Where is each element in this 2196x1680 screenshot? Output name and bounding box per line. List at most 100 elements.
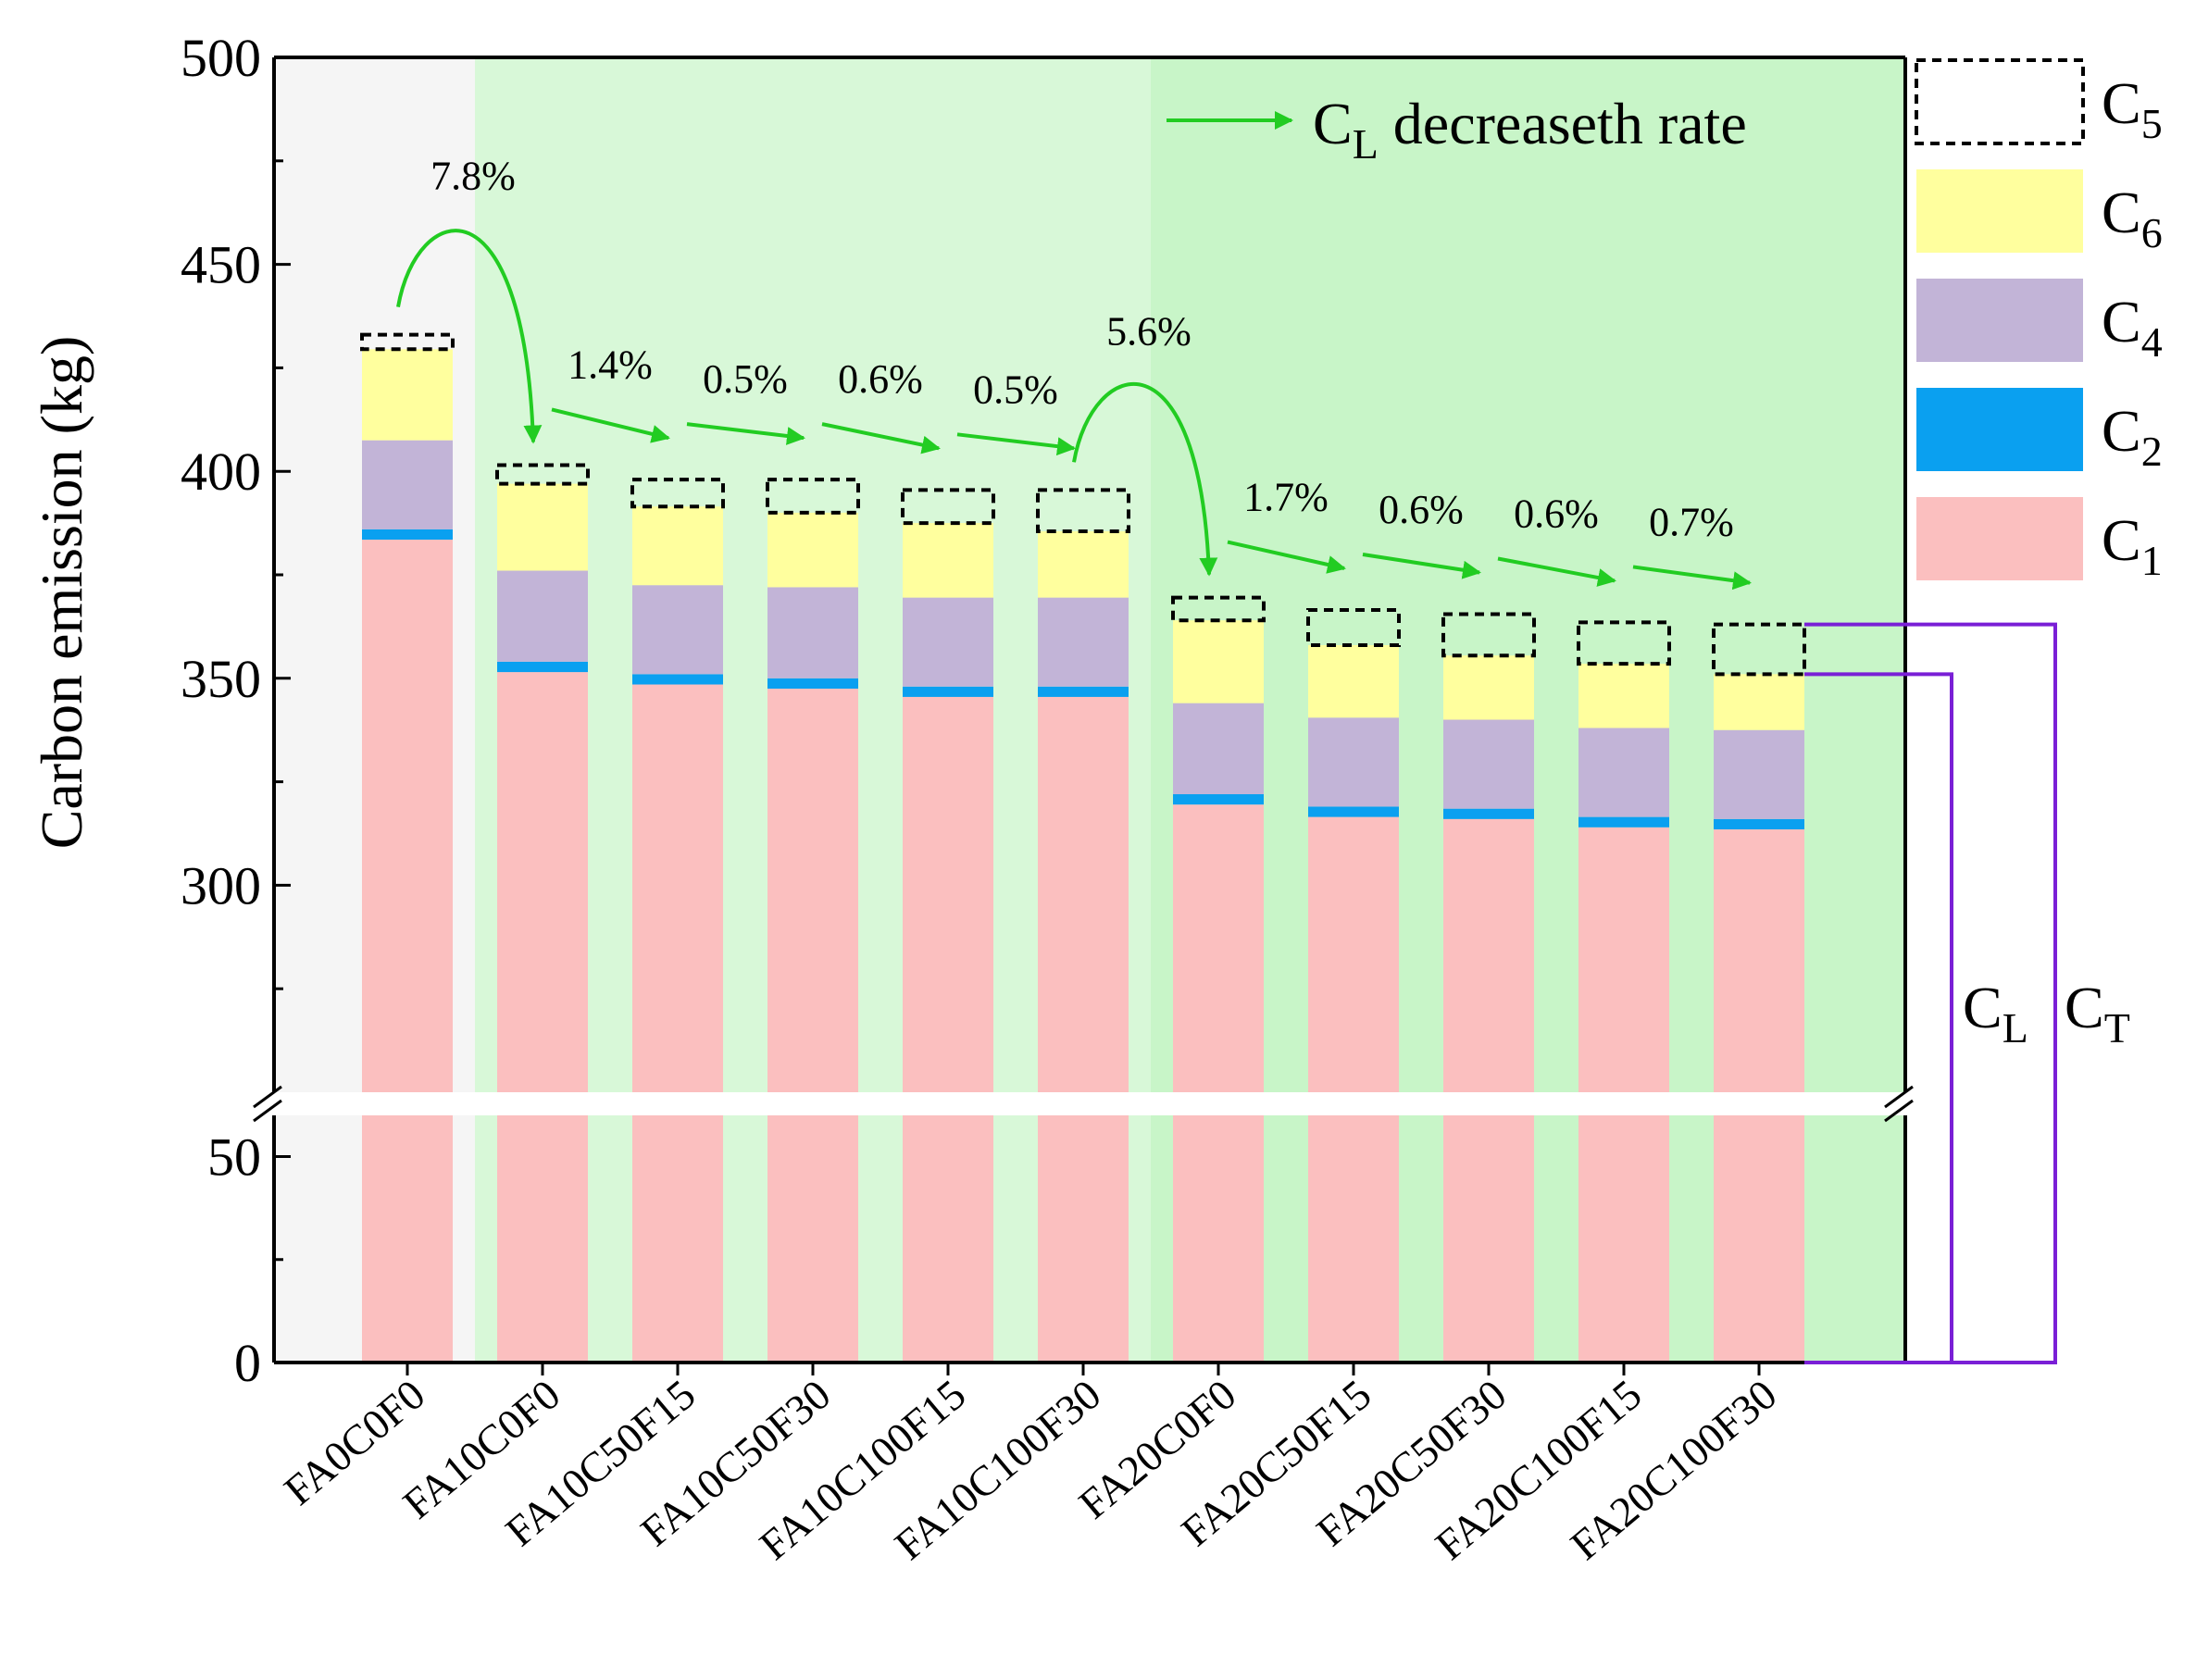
decrease-arrow-8 bbox=[1362, 553, 1481, 579]
decrease-rate-label-4: 0.6% bbox=[838, 356, 923, 402]
bar-C2-FA0C0F0 bbox=[362, 529, 453, 540]
bar-C2-FA20C50F15 bbox=[1308, 806, 1399, 817]
y-tick-label: 350 bbox=[181, 649, 261, 709]
legend-label-C6: C6 bbox=[2102, 180, 2163, 256]
bar-C6-FA20C100F30 bbox=[1714, 674, 1804, 730]
decrease-arrow-1 bbox=[396, 229, 543, 444]
bar-C2-FA20C100F30 bbox=[1714, 818, 1804, 830]
decrease-arrow-6 bbox=[1072, 381, 1218, 577]
bars bbox=[360, 332, 1806, 1363]
decrease-rate-label-5: 0.5% bbox=[973, 367, 1058, 412]
decrease-rate-label-3: 0.5% bbox=[703, 356, 788, 402]
bar-C4-FA10C50F30 bbox=[767, 587, 858, 678]
bar-C1-FA10C100F15 bbox=[903, 696, 993, 1363]
bar-C5-FA10C100F30 bbox=[1036, 488, 1130, 534]
decrease-rate-label-2: 1.4% bbox=[568, 342, 653, 387]
y-tick-label: 450 bbox=[181, 235, 261, 295]
legend-swatch-C4 bbox=[1916, 279, 2083, 362]
bar-C1-FA10C100F30 bbox=[1038, 696, 1129, 1363]
bar-C4-FA20C50F15 bbox=[1308, 717, 1399, 807]
break-mark-right-2 bbox=[1884, 1099, 1914, 1123]
decrease-arrow-7 bbox=[1227, 540, 1346, 574]
legend: C5 C6 C4 C2 C1 bbox=[1915, 58, 2163, 584]
legend-swatch-C2 bbox=[1916, 388, 2083, 471]
decrease-arrow-10 bbox=[1632, 565, 1752, 591]
bracket-CL-label: CL bbox=[1963, 975, 2028, 1052]
decrease-arrow-5 bbox=[956, 432, 1076, 456]
bar-C6-FA20C50F30 bbox=[1443, 655, 1534, 720]
bracket-CT-label: CT bbox=[2065, 975, 2130, 1052]
bar-C6-FA0C0F0 bbox=[362, 349, 453, 441]
bar-C5-FA20C0F0 bbox=[1171, 595, 1266, 623]
bar-C6-FA20C0F0 bbox=[1173, 620, 1264, 703]
decrease-arrow-9 bbox=[1497, 556, 1616, 587]
arrow-legend-label: CL decreaseth rate bbox=[1313, 91, 1747, 168]
y-tick-label: 0 bbox=[234, 1333, 261, 1393]
legend-swatch-C5 bbox=[1915, 58, 2085, 145]
decrease-arrow-3 bbox=[686, 422, 805, 445]
bar-C5-FA20C100F15 bbox=[1577, 620, 1671, 666]
break-mark-right-1 bbox=[1884, 1085, 1914, 1109]
y-tick-label: 50 bbox=[207, 1127, 261, 1188]
bar-C6-FA10C100F30 bbox=[1038, 531, 1129, 598]
decrease-rate-label-6: 5.6% bbox=[1106, 308, 1192, 354]
bar-C1-FA20C50F30 bbox=[1443, 818, 1534, 1363]
bar-C6-FA10C50F30 bbox=[767, 512, 858, 588]
legend-label-C1: C1 bbox=[2102, 507, 2163, 584]
decrease-rate-label-10: 0.7% bbox=[1649, 499, 1734, 544]
bar-C2-FA10C100F30 bbox=[1038, 686, 1129, 697]
bar-C4-FA10C50F15 bbox=[632, 585, 723, 675]
bar-C4-FA20C100F30 bbox=[1714, 729, 1804, 819]
bar-C5-FA10C50F15 bbox=[630, 478, 725, 509]
bar-C2-FA10C100F15 bbox=[903, 686, 993, 697]
bar-C1-FA10C0F0 bbox=[497, 672, 588, 1363]
decrease-rate-label-7: 1.7% bbox=[1243, 475, 1329, 520]
bar-C6-FA20C50F15 bbox=[1308, 645, 1399, 718]
y-tick-label: 400 bbox=[181, 442, 261, 502]
break-mark-left-2 bbox=[253, 1099, 282, 1123]
bar-C6-FA10C0F0 bbox=[497, 483, 588, 571]
bar-C5-FA0C0F0 bbox=[360, 332, 455, 352]
bar-C2-FA10C50F30 bbox=[767, 678, 858, 689]
break-mark-left-1 bbox=[253, 1085, 282, 1109]
bar-C1-FA0C0F0 bbox=[362, 539, 453, 1363]
bracket-CL bbox=[1804, 672, 1953, 1364]
bar-C5-FA20C100F30 bbox=[1712, 622, 1806, 677]
bar-C1-FA10C50F15 bbox=[632, 684, 723, 1363]
bar-C2-FA10C50F15 bbox=[632, 674, 723, 685]
y-tick-label: 300 bbox=[181, 855, 261, 915]
bar-C2-FA10C0F0 bbox=[497, 661, 588, 673]
decrease-rate-label-8: 0.6% bbox=[1379, 487, 1464, 532]
bar-C5-FA10C0F0 bbox=[495, 463, 590, 486]
legend-label-C2: C2 bbox=[2102, 398, 2163, 475]
bar-C6-FA10C100F15 bbox=[903, 523, 993, 598]
bar-C4-FA0C0F0 bbox=[362, 440, 453, 529]
bar-C2-FA20C50F30 bbox=[1443, 808, 1534, 819]
bar-C1-FA20C50F15 bbox=[1308, 816, 1399, 1363]
bar-C5-FA20C50F30 bbox=[1441, 612, 1536, 658]
bar-C1-FA10C50F30 bbox=[767, 688, 858, 1363]
bar-C6-FA20C100F15 bbox=[1578, 664, 1669, 728]
decrease-arrow-4 bbox=[821, 422, 941, 454]
bar-C2-FA20C0F0 bbox=[1173, 794, 1264, 805]
bar-C6-FA10C50F15 bbox=[632, 506, 723, 586]
bar-C4-FA10C100F15 bbox=[903, 597, 993, 687]
axis-break-gap bbox=[237, 1092, 1942, 1115]
bar-C4-FA10C0F0 bbox=[497, 570, 588, 662]
bar-C4-FA20C100F15 bbox=[1578, 728, 1669, 817]
brackets: CL CT bbox=[1804, 622, 2130, 1364]
decrease-arrows: 7.8% 1.4% 0.5% 0.6% 0.5% 5.6% 1.7% 0.6% 0.6% 0.7%… bbox=[396, 91, 1752, 591]
legend-label-C4: C4 bbox=[2102, 289, 2163, 366]
decrease-rate-label-9: 0.6% bbox=[1514, 491, 1599, 536]
bar-C2-FA20C100F15 bbox=[1578, 816, 1669, 828]
bar-C4-FA10C100F30 bbox=[1038, 597, 1129, 687]
bar-C4-FA20C50F30 bbox=[1443, 719, 1534, 809]
axis-break bbox=[237, 1085, 1942, 1123]
legend-label-C5: C5 bbox=[2102, 70, 2163, 147]
decrease-arrow-2 bbox=[551, 407, 670, 443]
y-tick-label: 500 bbox=[181, 28, 261, 88]
legend-swatch-C6 bbox=[1916, 169, 2083, 253]
bar-C4-FA20C0F0 bbox=[1173, 703, 1264, 795]
y-axis-label: Carbon emission (kg) bbox=[29, 336, 94, 850]
